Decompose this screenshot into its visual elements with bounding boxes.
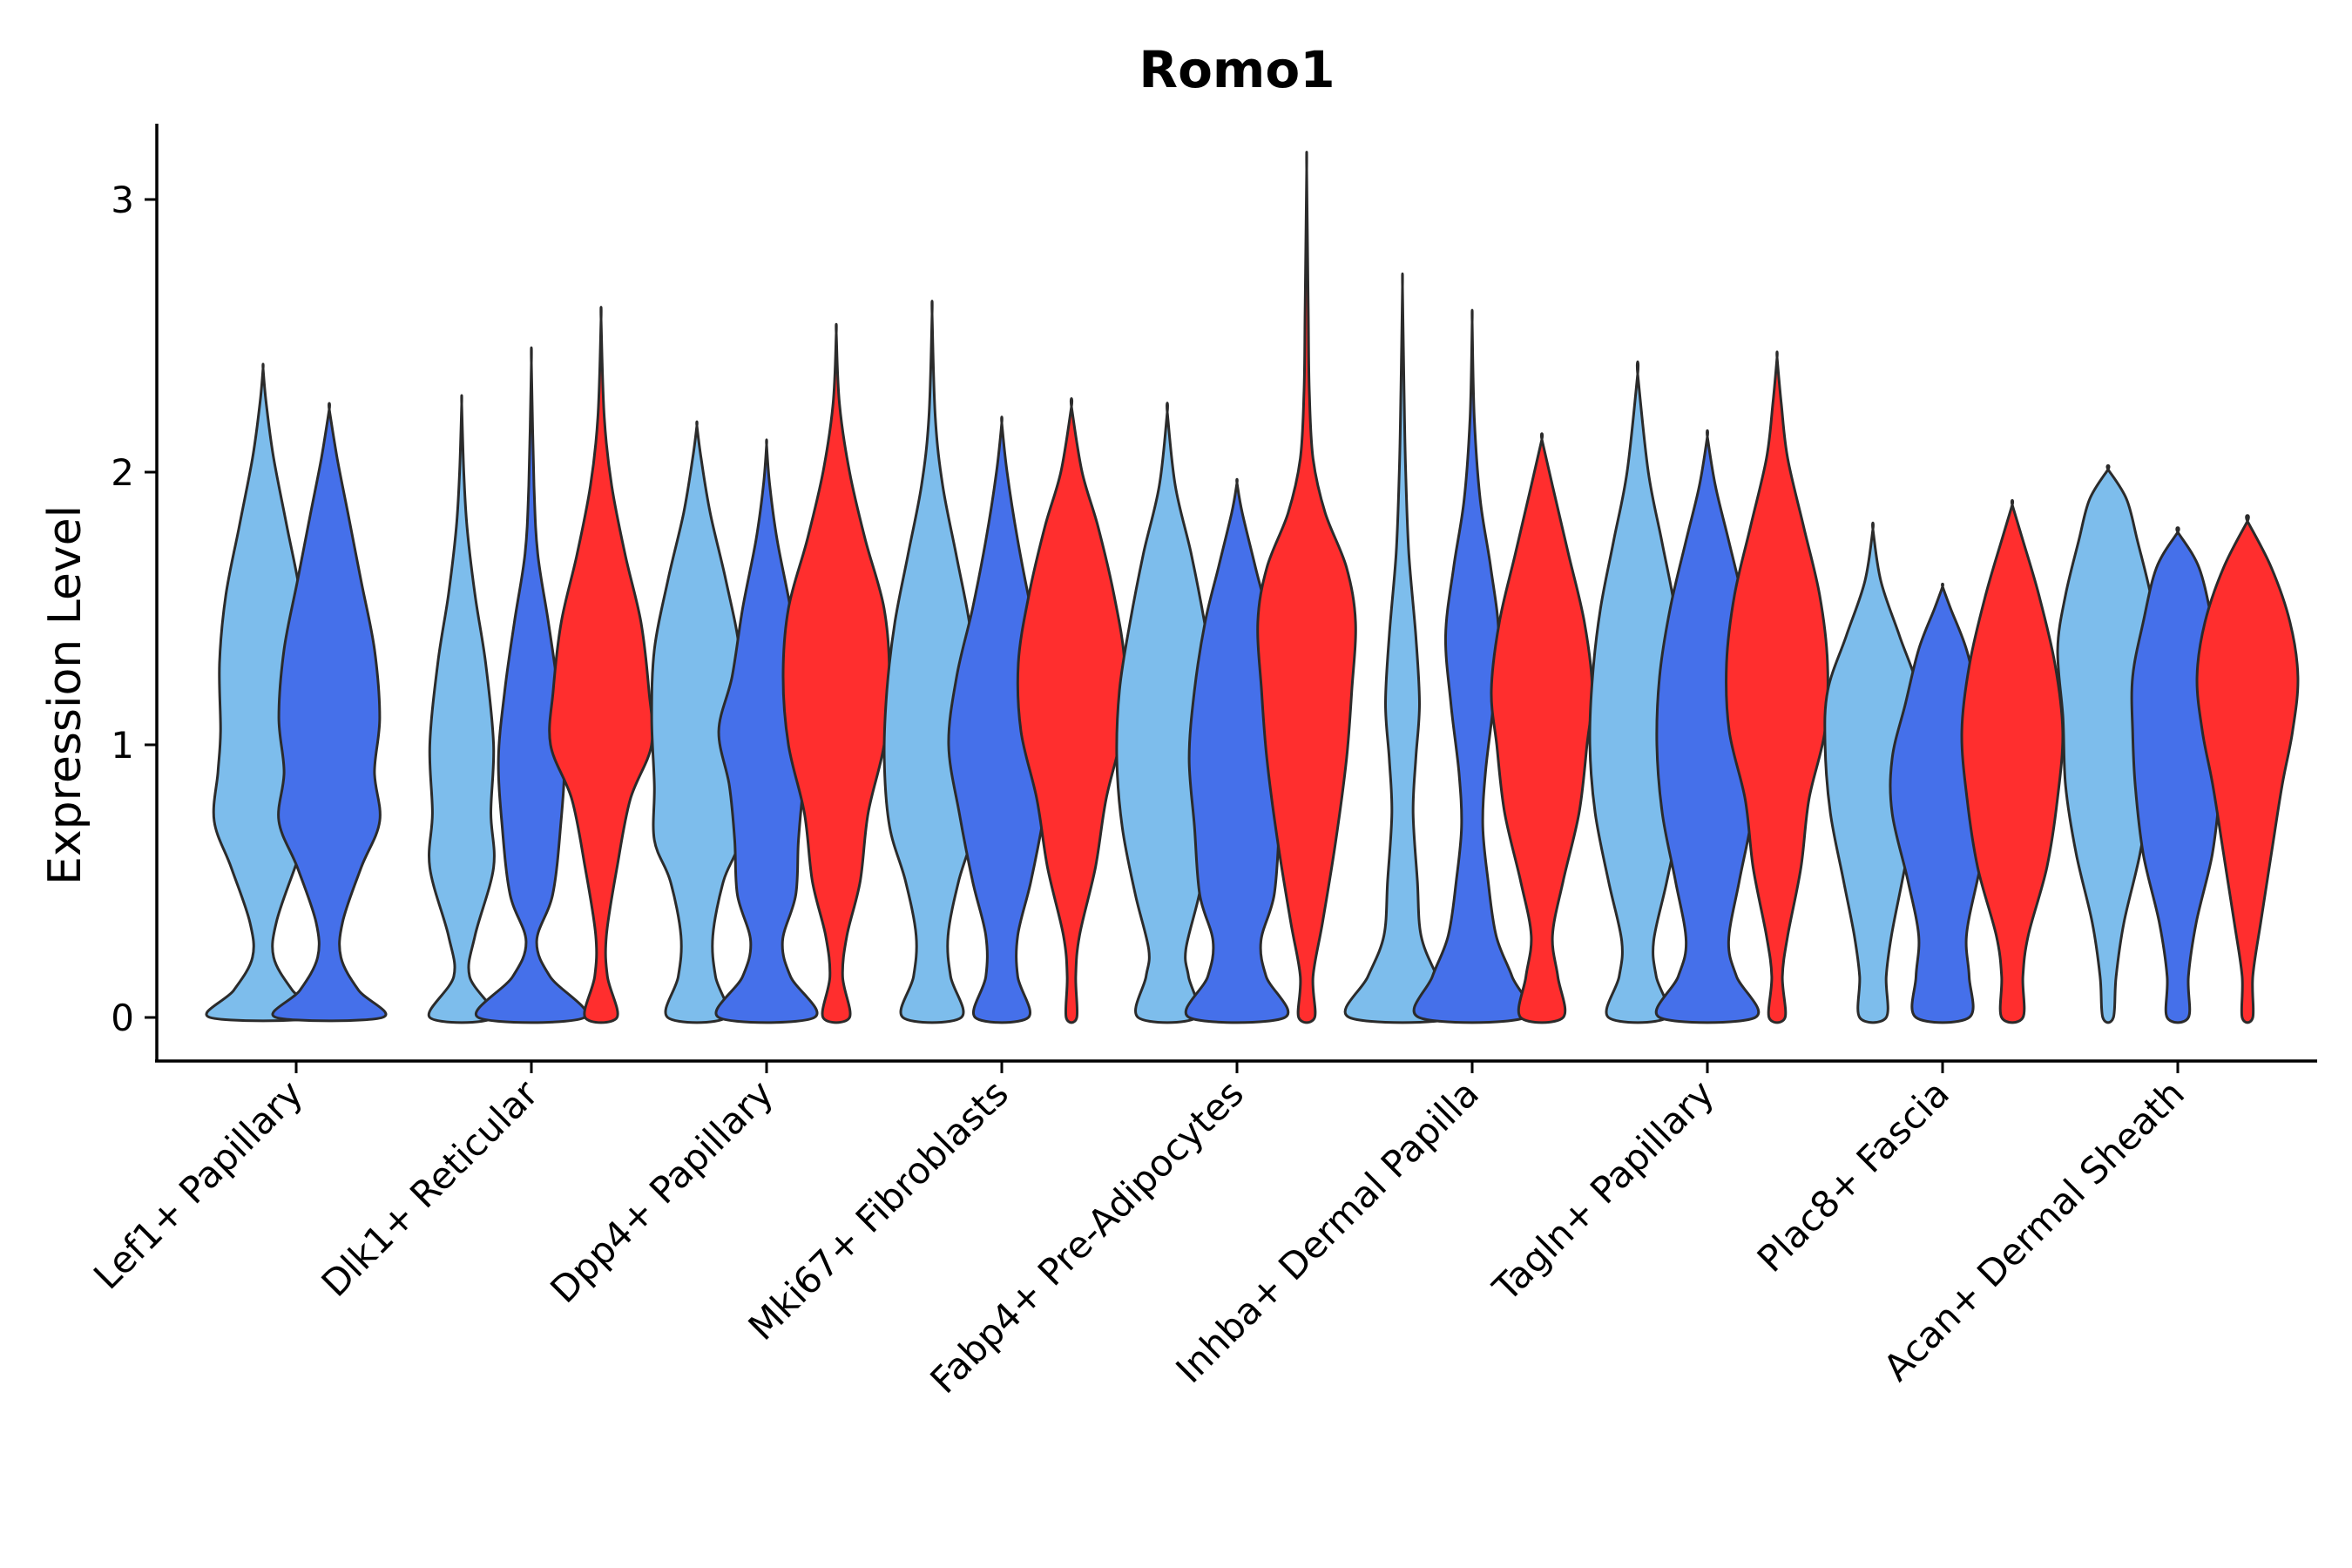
violin-2-1 [427, 394, 497, 1024]
violin-7-3 [1725, 350, 1829, 1024]
x-tick-label: Lef1+ Papillary [85, 1071, 311, 1297]
y-tick-label: 3 [111, 179, 134, 221]
violin-6-1 [1343, 272, 1462, 1024]
y-tick-label: 0 [111, 997, 134, 1039]
x-tick-label: Dlk1+ Reticular [314, 1071, 547, 1305]
y-axis-ticks: 0 1 2 3 [111, 179, 157, 1039]
x-tick-label: Dpp4+ Papillary [542, 1071, 781, 1311]
violin-6-2 [1412, 308, 1532, 1024]
chart-title: Romo1 [1139, 40, 1335, 99]
violin-2-2 [475, 346, 588, 1024]
violin-layer [205, 151, 2300, 1024]
x-tick-label: Mki67+ Fibroblasts [740, 1071, 1017, 1348]
violin-9-3 [2195, 514, 2300, 1024]
violin-5-3 [1256, 151, 1357, 1024]
violin-6-3 [1490, 432, 1594, 1024]
x-tick-label: Tagln+ Papillary [1484, 1071, 1722, 1309]
violin-3-2 [714, 438, 819, 1024]
violin-8-3 [1960, 499, 2065, 1024]
violin-2-3 [548, 306, 654, 1024]
violin-4-3 [1016, 397, 1127, 1024]
x-tick-label: Plac8+ Fascia [1749, 1071, 1957, 1280]
y-tick-label: 2 [111, 451, 134, 494]
violin-1-2 [271, 402, 388, 1023]
violin-3-3 [781, 322, 891, 1024]
y-axis-label: Expression Level [39, 505, 91, 885]
y-tick-label: 1 [111, 724, 134, 767]
